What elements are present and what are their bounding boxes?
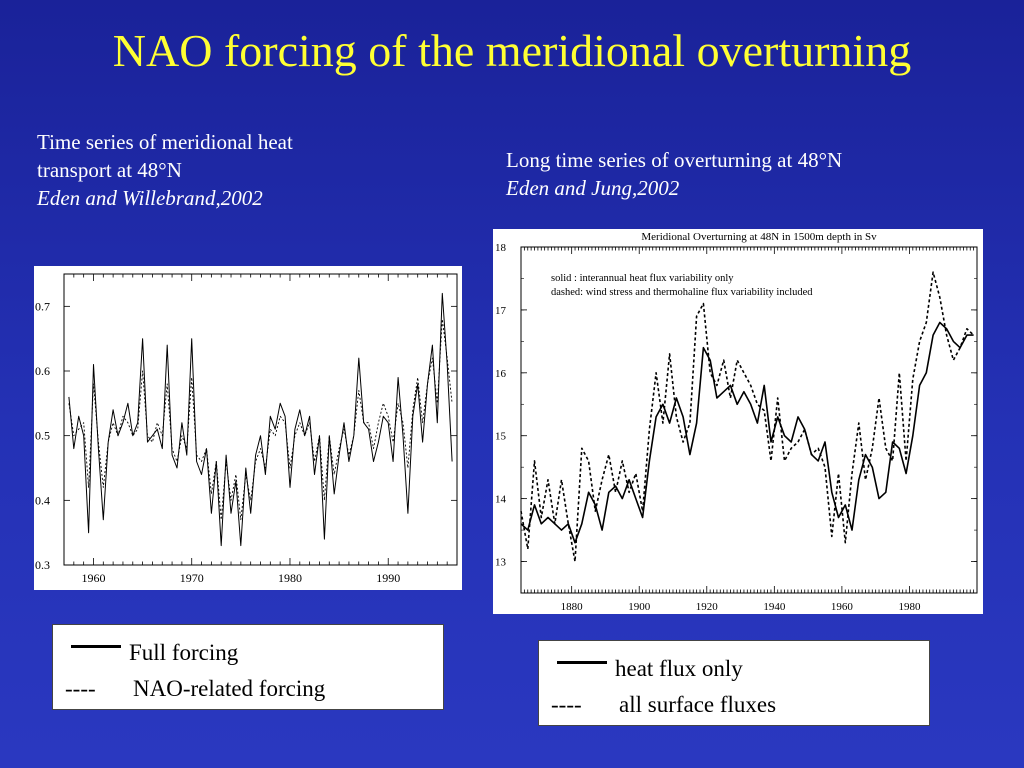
chart-title: Meridional Overturning at 48N in 1500m d… <box>641 231 877 243</box>
solid-line-symbol <box>71 644 121 648</box>
x-tick-label: 1960 <box>831 601 854 613</box>
solid-line-symbol <box>557 660 607 664</box>
right-caption-line1: Long time series of overturning at 48°N <box>506 148 843 172</box>
overturning-chart: 1880 1900 1920 1940 1960 1980 13 14 15 16 17 18 Meri… <box>495 231 978 613</box>
series-line-dashed <box>68 318 453 521</box>
y-tick-label: 13 <box>495 557 507 569</box>
legend-label-all-surface-fluxes: all surface fluxes <box>619 692 777 717</box>
y-tick-label: 0.5 <box>35 429 50 443</box>
dashed-line-symbol: ---- <box>65 676 96 701</box>
legend-entry-all-surface-fluxes: ---- all surface fluxes <box>551 687 917 723</box>
y-tick-label: 0.4 <box>35 493 50 507</box>
x-tick-label: 1920 <box>696 601 719 613</box>
x-tick-label: 1970 <box>180 571 204 585</box>
x-tick-label: 1980 <box>278 571 302 585</box>
x-tick-label: 1940 <box>763 601 786 613</box>
series-line-dashed <box>520 271 975 563</box>
x-tick-label: 1880 <box>561 601 584 613</box>
legend-entry-nao-forcing: ---- NAO-related forcing <box>65 671 431 707</box>
heat-transport-chart-panel: 1960 1970 1980 1990 0.3 0.4 0.5 0.6 0.7 <box>34 266 462 590</box>
x-tick-label: 1960 <box>81 571 105 585</box>
legend-label-full-forcing: Full forcing <box>129 640 239 665</box>
right-caption-citation: Eden and Jung,2002 <box>506 176 680 200</box>
plot-frame <box>520 246 978 594</box>
y-tick-label: 0.7 <box>35 299 50 313</box>
x-tick-label: 1990 <box>376 571 400 585</box>
y-tick-label: 17 <box>495 305 507 317</box>
x-tick-label: 1980 <box>898 601 921 613</box>
right-chart-caption: Long time series of overturning at 48°N … <box>506 146 1006 202</box>
left-caption-line2: transport at 48°N <box>37 158 182 182</box>
y-tick-label: 14 <box>495 494 507 506</box>
x-tick-label: 1900 <box>628 601 651 613</box>
left-chart-caption: Time series of meridional heat transport… <box>37 128 457 212</box>
y-tick-label: 16 <box>495 368 507 380</box>
y-tick-label: 15 <box>495 431 507 443</box>
y-tick-label: 0.6 <box>35 364 50 378</box>
y-tick-label: 0.3 <box>35 558 50 572</box>
slide-title: NAO forcing of the meridional overturnin… <box>112 25 912 76</box>
plot-frame <box>63 273 458 566</box>
series-line-solid <box>68 292 453 547</box>
chart-annotation: dashed: wind stress and thermohaline flu… <box>551 287 813 298</box>
overturning-chart-panel: 1880 1900 1920 1940 1960 1980 13 14 15 16 17 18 Meri… <box>493 229 983 614</box>
chart-annotation: solid : interannual heat flux variabilit… <box>551 273 734 284</box>
heat-transport-chart: 1960 1970 1980 1990 0.3 0.4 0.5 0.6 0.7 <box>35 273 458 585</box>
legend-entry-heat-flux-only: heat flux only <box>551 651 917 687</box>
legend-entry-full-forcing: Full forcing <box>65 635 431 671</box>
legend-label-nao-forcing: NAO-related forcing <box>133 676 326 701</box>
legend-label-heat-flux-only: heat flux only <box>615 656 743 681</box>
left-legend: Full forcing ---- NAO-related forcing <box>52 624 444 710</box>
right-legend: heat flux only ---- all surface fluxes <box>538 640 930 726</box>
y-tick-label: 18 <box>495 242 507 254</box>
left-caption-citation: Eden and Willebrand,2002 <box>37 186 263 210</box>
dashed-line-symbol: ---- <box>551 692 582 717</box>
left-caption-line1: Time series of meridional heat <box>37 130 293 154</box>
series-line-solid <box>520 321 974 544</box>
